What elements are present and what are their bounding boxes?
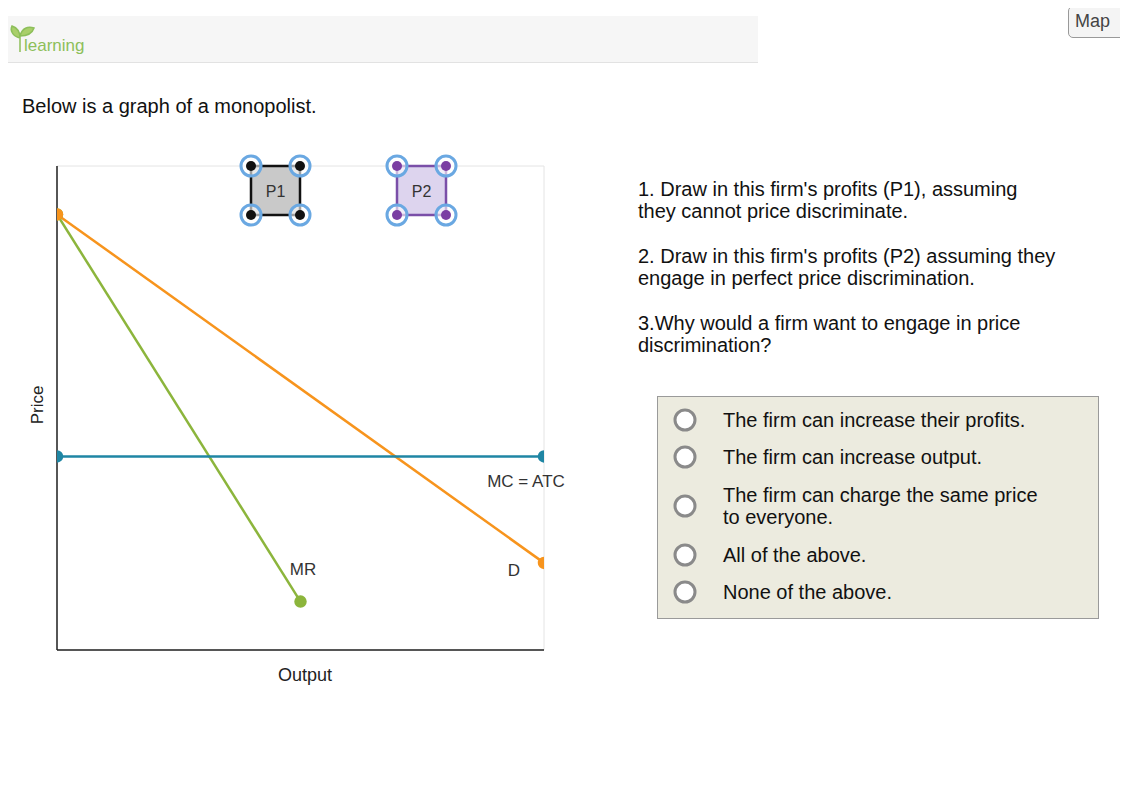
html-text:None of the above.: None of the above. — [723, 581, 892, 603]
svg-text:P1: P1 — [266, 183, 286, 200]
html-text:learning: learning — [24, 36, 85, 55]
html-text:Map: Map — [1075, 11, 1110, 31]
html-text:they cannot price discriminate: they cannot price discriminate. — [638, 200, 909, 222]
html-text:2. Draw in this firm's profits: 2. Draw in this firm's profits (P2) assu… — [638, 245, 1056, 267]
html-text:Price: Price — [28, 385, 47, 425]
html-text:MR: MR — [289, 560, 317, 579]
svg-text:P2: P2 — [412, 183, 432, 200]
html-text:Below is a graph of a monopoli: Below is a graph of a monopolist. — [22, 95, 317, 117]
html-text:Output: Output — [278, 664, 332, 685]
html-text:The firm can charge the same p: The firm can charge the same price — [723, 484, 1038, 506]
html-text:The firm can increase output.: The firm can increase output. — [723, 446, 982, 468]
html-text:The firm can increase their pr: The firm can increase their profits. — [723, 409, 1026, 431]
html-text:engage in perfect price discri: engage in perfect price discrimination. — [638, 267, 975, 289]
html-text:3.Why would a firm want to eng: 3.Why would a firm want to engage in pri… — [638, 312, 1021, 334]
html-text:All of the above.: All of the above. — [723, 544, 867, 566]
html-text:MC = ATC: MC = ATC — [487, 472, 565, 491]
html-text:to everyone.: to everyone. — [723, 506, 834, 528]
html-text:discrimination?: discrimination? — [638, 334, 772, 356]
html-text:1. Draw in this firm's profits: 1. Draw in this firm's profits (P1), ass… — [638, 178, 1018, 200]
html-text:D: D — [507, 561, 521, 580]
